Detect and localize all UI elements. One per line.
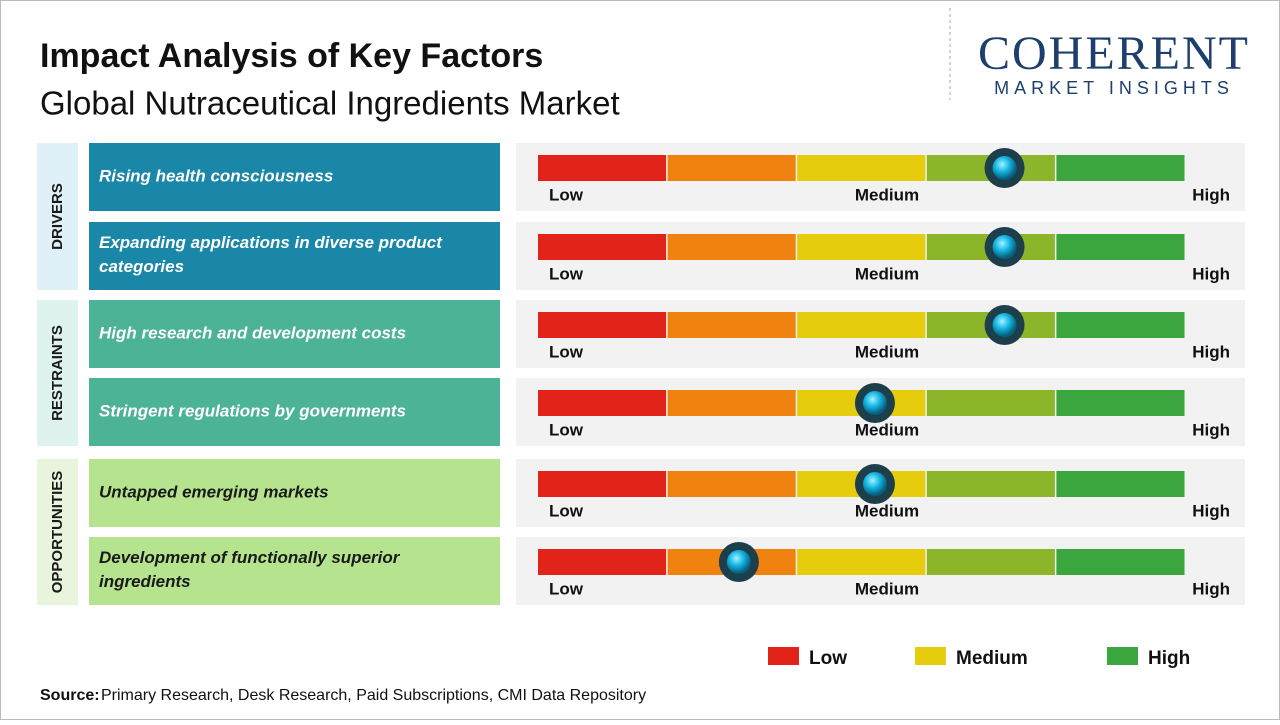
scale-label: Low xyxy=(549,420,584,439)
scale-label: Medium xyxy=(855,579,919,598)
group-box xyxy=(37,459,78,605)
scale-segment xyxy=(926,471,1055,497)
impact-knob-core xyxy=(862,472,887,496)
scale-label: Medium xyxy=(855,342,919,361)
scale-segment xyxy=(667,155,796,181)
impact-knob-core xyxy=(726,550,751,574)
factor-box xyxy=(89,459,500,527)
scale-label: Low xyxy=(549,264,584,283)
scale-segment xyxy=(797,549,926,575)
logo-tagline: MARKET INSIGHTS xyxy=(994,78,1234,98)
impact-knob-core xyxy=(862,391,887,415)
scale-segment xyxy=(667,234,796,260)
scale-segment xyxy=(1056,549,1185,575)
scale-label: High xyxy=(1192,579,1230,598)
scale-segment xyxy=(538,390,667,416)
impact-knob-core xyxy=(992,235,1017,259)
scale-label: High xyxy=(1192,185,1230,204)
group-box xyxy=(37,143,78,290)
scale-segment xyxy=(538,471,667,497)
scale-segment xyxy=(797,234,926,260)
impact-knob-core xyxy=(992,313,1017,337)
scale-label: Low xyxy=(549,185,584,204)
factor-text: High research and development costs xyxy=(99,323,406,342)
scale-label: High xyxy=(1192,264,1230,283)
scale-label: Medium xyxy=(855,420,919,439)
source-label: Source: xyxy=(40,687,100,704)
factor-text: Untapped emerging markets xyxy=(99,482,329,501)
scale-label: Medium xyxy=(855,501,919,520)
impact-knob-core xyxy=(992,156,1017,180)
factor-box xyxy=(89,378,500,446)
scale-label: High xyxy=(1192,501,1230,520)
legend-label: Low xyxy=(809,648,847,669)
factor-text: Development of functionally superior ingr… xyxy=(99,548,401,591)
factor-text: Expanding applications in diverse produc… xyxy=(99,233,443,276)
factor-box xyxy=(89,222,500,290)
group-box xyxy=(37,300,78,446)
legend-swatch xyxy=(915,647,946,665)
legend-label: High xyxy=(1148,648,1190,669)
group-label: RESTRAINTS xyxy=(49,325,66,421)
scale-segment xyxy=(538,234,667,260)
scale-segment xyxy=(667,390,796,416)
scale-label: Low xyxy=(549,501,584,520)
scale-segment xyxy=(538,312,667,338)
scale-segment xyxy=(1056,390,1185,416)
scale-segment xyxy=(926,390,1055,416)
scale-segment xyxy=(538,155,667,181)
scale-label: High xyxy=(1192,342,1230,361)
factor-text: Rising health consciousness xyxy=(99,166,333,185)
factor-box xyxy=(89,537,500,605)
scale-segment xyxy=(926,549,1055,575)
scale-label: Medium xyxy=(855,185,919,204)
scale-label: High xyxy=(1192,420,1230,439)
legend-label: Medium xyxy=(956,648,1028,669)
group-label: DRIVERS xyxy=(49,183,66,250)
scale-segment xyxy=(797,312,926,338)
scale-segment xyxy=(1056,155,1185,181)
subtitle: Global Nutraceutical Ingredients Market xyxy=(40,85,620,122)
scale-segment xyxy=(1056,234,1185,260)
scale-label: Medium xyxy=(855,264,919,283)
scale-segment xyxy=(538,549,667,575)
title: Impact Analysis of Key Factors xyxy=(40,37,543,75)
group-label: OPPORTUNITIES xyxy=(49,471,66,594)
source-text: Primary Research, Desk Research, Paid Su… xyxy=(101,687,646,704)
scale-segment xyxy=(667,312,796,338)
scale-label: Low xyxy=(549,342,584,361)
scale-segment xyxy=(1056,471,1185,497)
factor-text: Stringent regulations by governments xyxy=(99,401,406,420)
scale-label: Low xyxy=(549,579,584,598)
factor-box xyxy=(89,300,500,368)
scale-segment xyxy=(667,471,796,497)
logo-name: COHERENT xyxy=(978,27,1250,80)
factor-box xyxy=(89,143,500,211)
scale-segment xyxy=(1056,312,1185,338)
legend-swatch xyxy=(1107,647,1138,665)
scale-segment xyxy=(797,155,926,181)
legend-swatch xyxy=(768,647,799,665)
